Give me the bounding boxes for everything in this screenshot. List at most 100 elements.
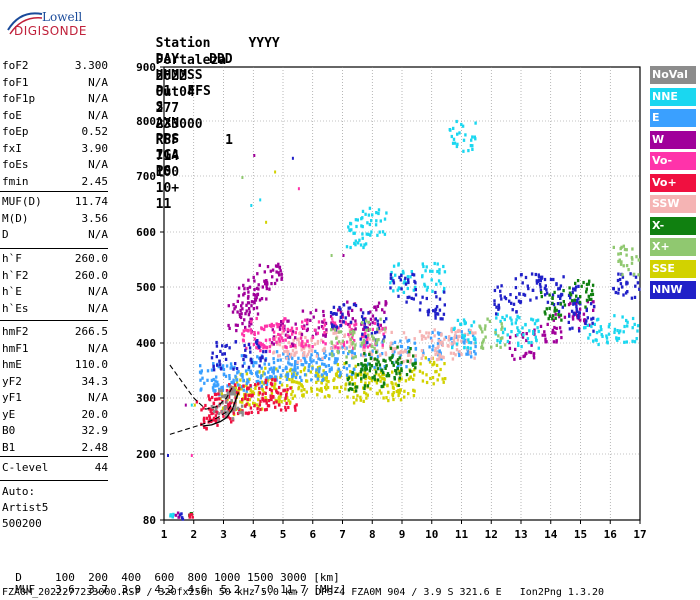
echo-point-sse	[316, 393, 319, 397]
echo-point-e	[293, 365, 296, 369]
echo-point-x	[349, 330, 352, 334]
echo-point-ssw	[452, 351, 455, 355]
echo-point-w	[381, 308, 384, 312]
echo-point-vo	[242, 334, 246, 338]
echo-point-vo	[276, 325, 279, 329]
echo-point-ssw	[296, 360, 299, 364]
echo-point-sse	[303, 366, 307, 370]
param-row-hf2: h`F2 260.0	[2, 268, 108, 284]
echo-point-nne	[385, 211, 388, 215]
param-name: h`Es	[2, 301, 29, 315]
echo-point-noval	[240, 404, 244, 408]
echo-point-w	[347, 310, 350, 314]
echo-point-x	[405, 373, 409, 377]
echo-point-e	[278, 365, 281, 369]
echo-point-w	[543, 333, 547, 337]
echo-point-sse	[353, 382, 357, 386]
echo-point-vo	[270, 382, 273, 387]
echo-point-x	[554, 316, 557, 320]
echo-point-vo	[261, 396, 264, 400]
echo-point-nnw	[404, 276, 407, 280]
echo-point-e	[323, 371, 326, 375]
echo-point-ssw	[294, 352, 297, 356]
echo-point-w	[232, 303, 235, 307]
echo-point-e	[399, 353, 402, 357]
echo-point-ssw	[465, 339, 469, 344]
echo-point-vo	[215, 397, 219, 401]
echo-point-sse	[310, 389, 313, 393]
x-tick-label: 2	[190, 528, 197, 541]
echo-point-sse	[364, 381, 367, 385]
echo-point-w	[359, 308, 363, 312]
echo-point-w	[247, 307, 251, 311]
echo-point-ssw	[447, 344, 450, 348]
echo-point-w	[583, 319, 586, 323]
echo-point-nnw	[392, 281, 396, 285]
echo-point-nnw	[537, 273, 540, 277]
echo-point-nnw	[514, 277, 517, 281]
echo-point-vo	[264, 399, 268, 403]
echo-point-sse	[391, 385, 395, 389]
echo-point-x	[490, 345, 493, 349]
echo-point-sse	[436, 378, 439, 382]
echo-point-ssw	[315, 354, 319, 358]
echo-point-ssw	[362, 348, 365, 352]
echo-point-ssw	[320, 338, 323, 342]
echo-point-nnw	[515, 310, 518, 314]
echo-point-ssw	[458, 329, 461, 333]
distance-scale-row: D 100 200 400 600 800 1000 1500 3000 [km…	[2, 560, 340, 584]
echo-point-nnw	[555, 282, 558, 287]
echo-point-w	[265, 279, 268, 283]
echo-point-e	[294, 368, 297, 372]
echo-point-nnw	[634, 275, 638, 279]
echo-point-ssw	[442, 356, 445, 360]
echo-point-noval	[225, 400, 228, 404]
echo-point-w	[271, 268, 275, 272]
echo-point-nne	[452, 137, 456, 141]
echo-point-e	[309, 356, 312, 360]
echo-point-vo	[247, 411, 250, 415]
echo-point-sse	[367, 375, 370, 380]
echo-point-nnw	[250, 361, 253, 365]
echo-point-w	[354, 319, 357, 323]
echo-point-x	[375, 350, 378, 354]
echo-point-nne	[383, 217, 387, 221]
echo-point-nne	[514, 321, 517, 325]
echo-point-sse	[245, 384, 248, 388]
echo-point-vo	[259, 349, 262, 353]
echo-point-vo	[337, 346, 340, 350]
echo-point-nnw	[249, 350, 252, 354]
echo-point-vo	[229, 406, 232, 410]
echo-point-e	[287, 357, 290, 361]
echo-point-e	[392, 352, 395, 356]
echo-point-sse	[335, 386, 339, 390]
echo-point-w	[579, 318, 582, 322]
echo-point-nnw	[435, 295, 438, 299]
echo-point-x	[387, 374, 391, 378]
echo-point-vo	[342, 343, 346, 347]
echo-point-ssw	[304, 345, 307, 349]
echo-point-vo	[307, 344, 310, 348]
echo-point-vo	[285, 393, 288, 398]
echo-point-vo	[265, 346, 268, 350]
echo-point-nne	[601, 334, 604, 338]
echo-point-e	[414, 346, 418, 351]
echo-point-x	[617, 252, 620, 256]
echo-point-nne	[631, 339, 634, 343]
echo-point-nne	[358, 238, 361, 242]
echo-point-w	[241, 301, 244, 305]
echo-point-nnw	[400, 273, 403, 277]
echo-point-w	[368, 322, 372, 326]
echo-point-nne	[364, 242, 368, 246]
echo-point-sse	[360, 379, 363, 383]
echo-point-vo	[214, 420, 218, 424]
echo-point-sse	[239, 400, 242, 404]
param-name: h`F2	[2, 268, 29, 282]
param-name: yE	[2, 407, 16, 421]
echo-point-w	[329, 314, 333, 319]
param-row-b1: B1 2.48	[2, 440, 108, 456]
echo-point-vo	[284, 408, 288, 412]
echo-point-vo	[210, 412, 213, 416]
echo-point-w	[330, 321, 333, 325]
echo-point-e	[307, 368, 310, 373]
